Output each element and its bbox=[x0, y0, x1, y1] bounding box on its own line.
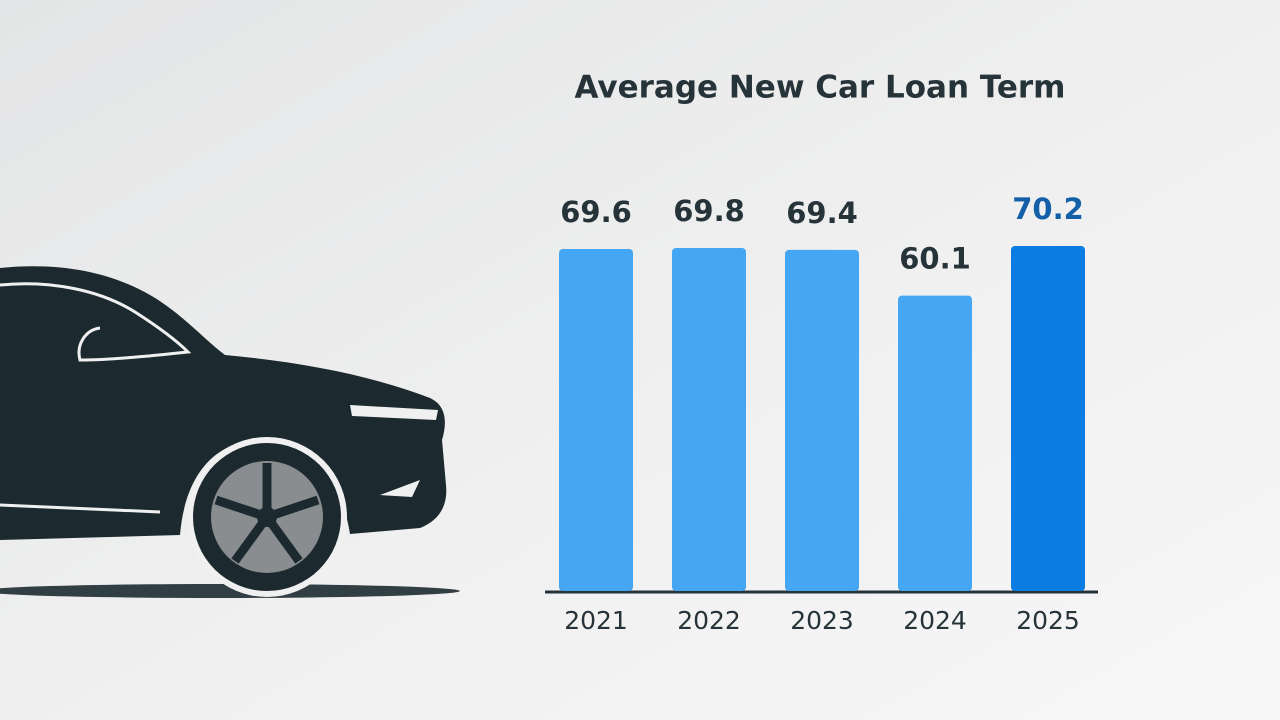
bar bbox=[785, 249, 859, 591]
value-label: 69.8 bbox=[673, 194, 745, 228]
bar bbox=[559, 248, 633, 591]
x-tick-label: 2021 bbox=[564, 606, 628, 635]
chart-title: Average New Car Loan Term bbox=[575, 70, 1066, 106]
value-label: 70.2 bbox=[1012, 192, 1084, 226]
x-tick-label: 2022 bbox=[677, 606, 741, 635]
x-tick-label: 2024 bbox=[903, 606, 967, 635]
car-silhouette bbox=[0, 266, 460, 598]
bar bbox=[1011, 246, 1085, 591]
x-tick-label: 2023 bbox=[790, 606, 854, 635]
value-label: 60.1 bbox=[899, 242, 971, 276]
value-label: 69.4 bbox=[786, 196, 858, 230]
value-label: 69.6 bbox=[560, 195, 632, 229]
bar bbox=[898, 295, 972, 591]
x-tick-label: 2025 bbox=[1016, 606, 1080, 635]
bar bbox=[672, 247, 746, 591]
